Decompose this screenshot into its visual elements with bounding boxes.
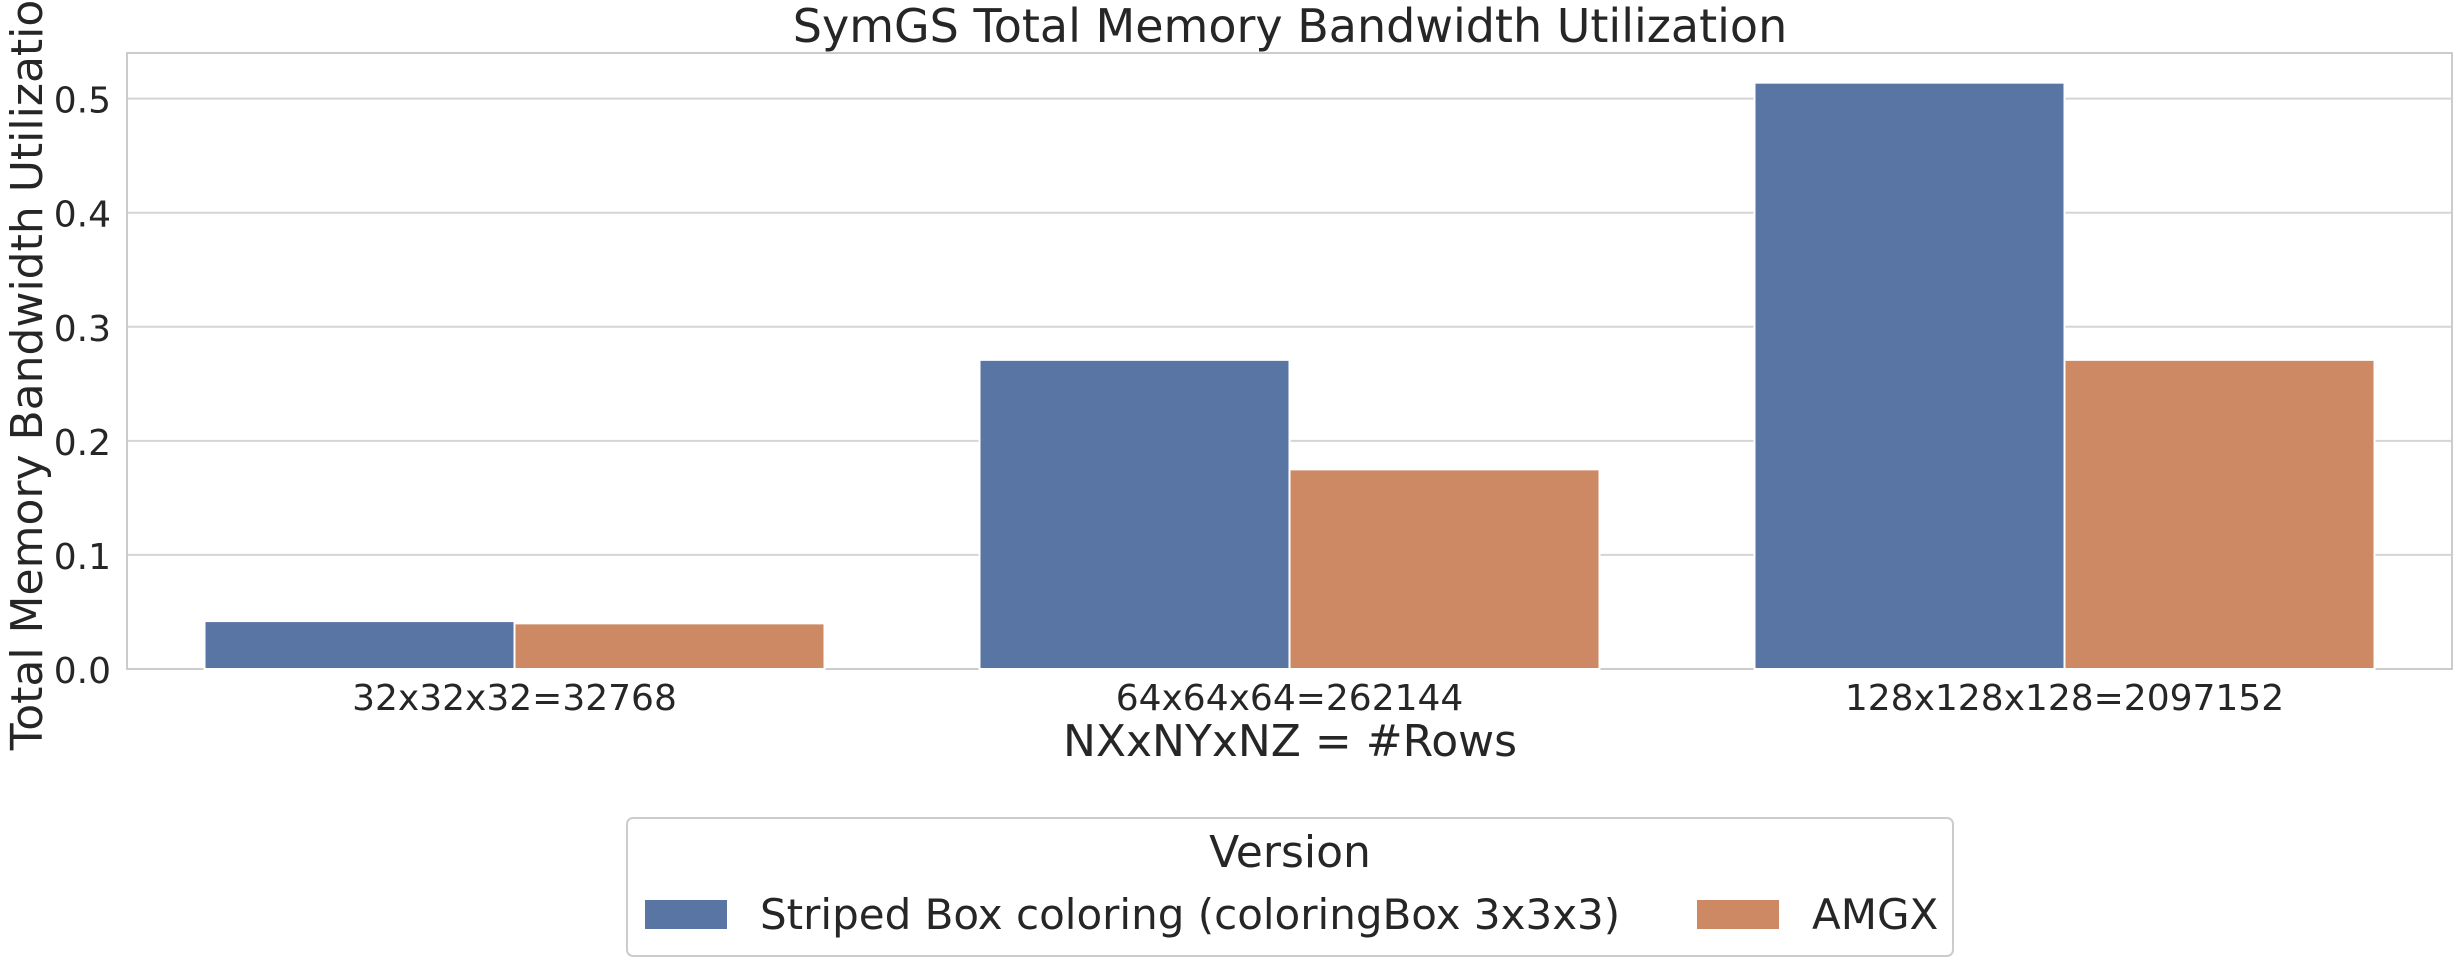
x-tick-label: 64x64x64=262144 — [1116, 678, 1464, 719]
x-tick-label: 32x32x32=32768 — [352, 678, 677, 719]
legend-box — [626, 817, 1954, 957]
y-tick-label: 0.3 — [54, 309, 111, 350]
legend-label: Striped Box coloring (coloringBox 3x3x3) — [760, 890, 1620, 939]
bar — [978, 358, 1291, 670]
bar — [513, 622, 826, 670]
bar — [1753, 81, 2066, 671]
x-tick-label: 128x128x128=2097152 — [1845, 678, 2284, 719]
legend-label: AMGX — [1812, 890, 1938, 939]
x-axis-label: NXxNYxNZ = #Rows — [1063, 716, 1517, 767]
legend: Version Striped Box coloring (coloringBo… — [626, 817, 1954, 957]
y-axis-label: Total Memory Bandwidth Utilization — [2, 0, 53, 751]
bar — [2063, 358, 2376, 670]
y-tick-labels: 0.0 0.1 0.2 0.3 0.4 0.5 — [54, 81, 111, 692]
bar — [203, 620, 516, 670]
chart-title: SymGS Total Memory Bandwidth Utilization — [793, 0, 1787, 53]
bars — [203, 81, 2376, 671]
y-tick-label: 0.2 — [54, 423, 111, 464]
y-tick-label: 0.4 — [54, 195, 111, 236]
y-tick-label: 0.1 — [54, 537, 111, 578]
legend-title: Version — [1209, 827, 1371, 878]
x-tick-labels: 32x32x32=32768 64x64x64=262144 128x128x128… — [352, 678, 2284, 719]
legend-swatch — [645, 900, 727, 929]
y-tick-label: 0.0 — [54, 651, 111, 692]
legend-swatch — [1697, 900, 1779, 929]
y-tick-label: 0.5 — [54, 81, 111, 122]
bar — [1288, 468, 1601, 670]
